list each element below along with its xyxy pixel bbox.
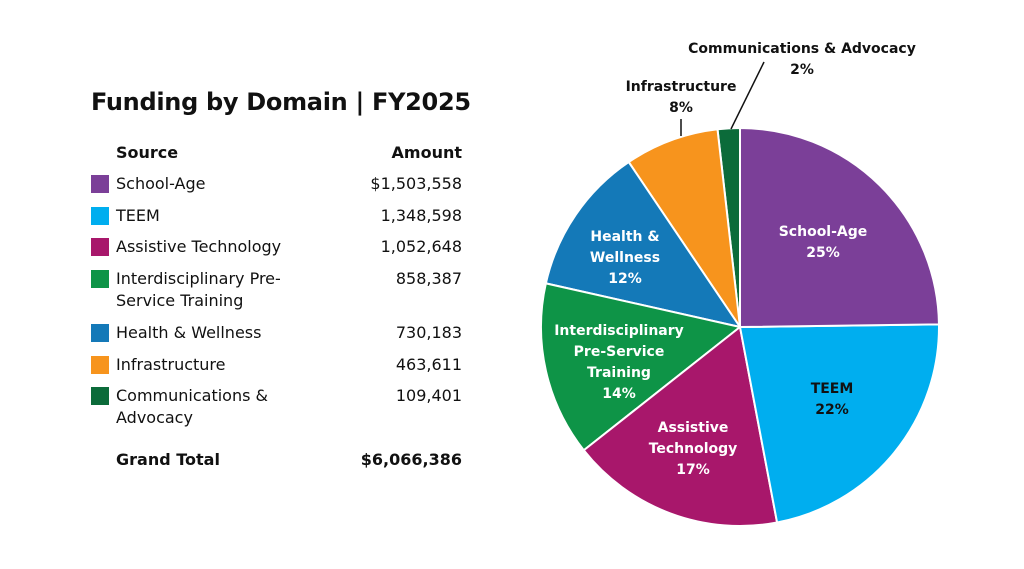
pie-slice-school-age [739,126,940,329]
legend-swatch [91,238,109,256]
slice-label-infrastructure: Infrastructure 8% [625,79,737,116]
legend-swatch [91,207,109,225]
pie-slice-interdisciplinary-pre-service-training [540,282,743,452]
pie-slice-assistive-technology [582,325,779,527]
slice-label-communications: Communications & Advocacy 2% [688,41,916,78]
amount-value: 109,401 [395,386,462,405]
source-label: TEEM [116,206,160,225]
amount-value: 1,348,598 [380,206,462,225]
amount-value: 858,387 [395,269,462,288]
slice-label-school-age: School-Age 25% [778,224,868,261]
legend-swatch [91,356,109,374]
legend-swatch [91,324,109,342]
grand-total-amount: $6,066,386 [360,450,462,469]
leader-line-communications [730,61,765,130]
chart-title: Funding by Domain | FY2025 [91,88,471,116]
source-label: Interdisciplinary Pre-Service Training [116,269,281,310]
legend-swatch [91,270,109,288]
slice-label-assistive-technology: Assistive Technology 17% [648,420,738,478]
source-label: Assistive Technology [116,237,282,256]
amount-value: 1,052,648 [380,237,462,256]
source-label: School-Age [116,174,206,193]
pie-slice-teem [738,323,940,524]
grand-total-label: Grand Total [116,450,220,469]
legend-swatch [91,387,109,405]
source-label: Health & Wellness [116,323,262,342]
amount-value: 463,611 [395,355,462,374]
amount-value: $1,503,558 [370,174,462,193]
slice-label-health-wellness: Health & Wellness 12% [589,229,661,287]
slice-label-interdisciplinary: Interdisciplinary Pre-Service Training 14… [554,323,684,402]
source-label: Communications & Advocacy [116,386,269,427]
legend-swatch [91,175,109,193]
pie-slice-infrastructure [627,128,741,328]
header-source: Source [116,143,179,162]
source-label: Infrastructure [116,355,226,374]
pie-slice-health-wellness [544,160,743,329]
slice-label-teem: TEEM 22% [810,381,854,418]
amount-value: 730,183 [395,323,462,342]
header-amount: Amount [391,143,462,162]
